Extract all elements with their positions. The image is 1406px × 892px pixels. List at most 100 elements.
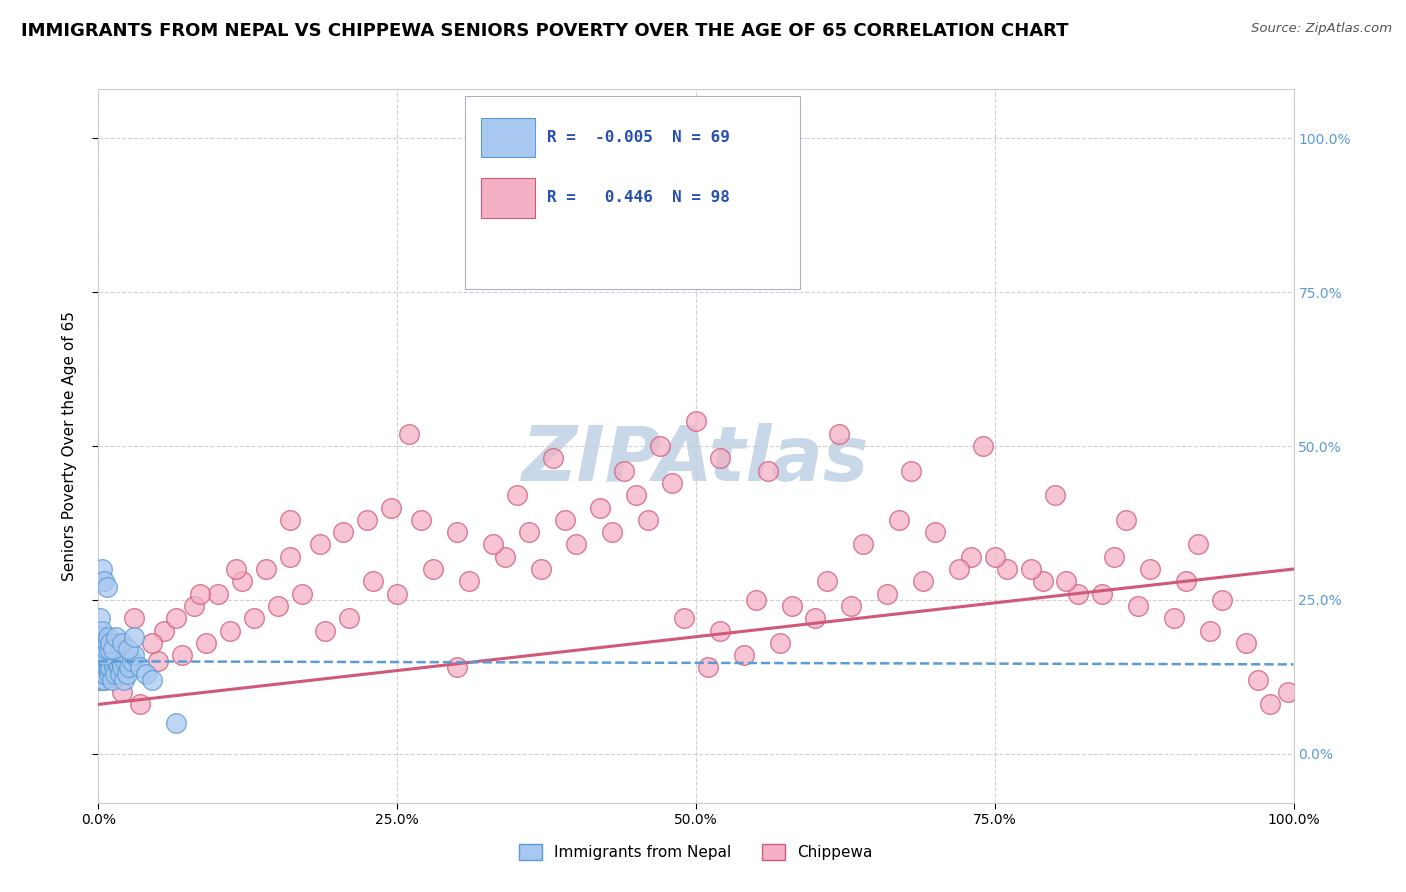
Point (924, 525, 946, 540)
Point (482, 537, 505, 551)
Point (339, 611, 361, 625)
Point (626, 488, 648, 502)
Point (98, 660, 121, 674)
Point (91, 562, 114, 576)
Point (972, 439, 994, 453)
Point (804, 611, 827, 625)
Point (111, 660, 134, 674)
Point (105, 654, 128, 668)
Point (93, 648, 115, 662)
Point (613, 464, 636, 478)
Point (650, 439, 672, 453)
Point (103, 660, 125, 674)
Point (243, 611, 266, 625)
Point (117, 642, 139, 657)
Point (112, 673, 135, 687)
Text: ZIPAtlas: ZIPAtlas (522, 424, 870, 497)
Point (1163, 611, 1185, 625)
Point (984, 549, 1007, 564)
Point (93, 574, 115, 589)
Point (94, 642, 117, 657)
Point (108, 666, 131, 681)
Point (673, 611, 696, 625)
Point (96, 581, 118, 595)
Point (96, 636, 118, 650)
Point (124, 611, 146, 625)
Point (124, 630, 146, 644)
Point (1211, 592, 1233, 607)
FancyBboxPatch shape (481, 118, 534, 157)
Point (98, 660, 122, 674)
Point (91, 654, 114, 668)
Point (458, 574, 481, 589)
Point (89, 611, 111, 625)
Point (380, 500, 402, 515)
Point (411, 513, 433, 527)
Point (231, 574, 253, 589)
Point (709, 624, 731, 638)
Point (91, 660, 114, 674)
Point (87, 673, 110, 687)
Point (153, 624, 176, 638)
Point (1056, 574, 1078, 589)
Point (315, 624, 337, 638)
Point (93, 660, 115, 674)
Point (828, 426, 851, 441)
Point (589, 500, 612, 515)
Legend: Immigrants from Nepal, Chippewa: Immigrants from Nepal, Chippewa (513, 838, 879, 866)
Point (709, 451, 731, 466)
Point (129, 660, 152, 674)
Point (97, 666, 120, 681)
Point (530, 562, 553, 576)
Point (100, 673, 122, 687)
Y-axis label: Seniors Poverty Over the Age of 65: Seniors Poverty Over the Age of 65 (62, 311, 77, 581)
Point (90, 660, 112, 674)
Point (89, 660, 111, 674)
Point (165, 611, 187, 625)
Point (118, 660, 141, 674)
Point (1187, 537, 1209, 551)
Point (98, 660, 122, 674)
Point (637, 513, 659, 527)
Point (96, 660, 118, 674)
Point (852, 537, 875, 551)
Point (93, 673, 115, 687)
Point (278, 513, 301, 527)
Point (494, 549, 516, 564)
Point (1104, 549, 1126, 564)
Point (90, 642, 112, 657)
Point (876, 587, 898, 601)
Point (541, 451, 564, 466)
Point (89, 666, 111, 681)
Point (90, 630, 112, 644)
Point (141, 636, 163, 650)
Point (90, 648, 112, 662)
Point (107, 648, 129, 662)
Point (565, 537, 588, 551)
Point (1258, 698, 1281, 712)
Point (900, 464, 922, 478)
Point (780, 599, 803, 613)
Point (1067, 587, 1090, 601)
Point (554, 513, 576, 527)
Point (225, 562, 247, 576)
Point (172, 648, 194, 662)
Point (745, 592, 768, 607)
Point (422, 562, 444, 576)
Point (96, 648, 118, 662)
Text: R =  -0.005  N = 69: R = -0.005 N = 69 (547, 129, 730, 145)
Point (769, 636, 792, 650)
Point (129, 698, 152, 712)
Point (291, 587, 314, 601)
Point (1115, 513, 1137, 527)
Point (89, 636, 111, 650)
Point (115, 666, 138, 681)
Point (101, 654, 124, 668)
Point (114, 654, 136, 668)
FancyBboxPatch shape (481, 178, 534, 218)
Point (105, 636, 128, 650)
Point (446, 660, 468, 674)
Point (1128, 599, 1150, 613)
Point (1032, 574, 1054, 589)
Point (1175, 574, 1198, 589)
